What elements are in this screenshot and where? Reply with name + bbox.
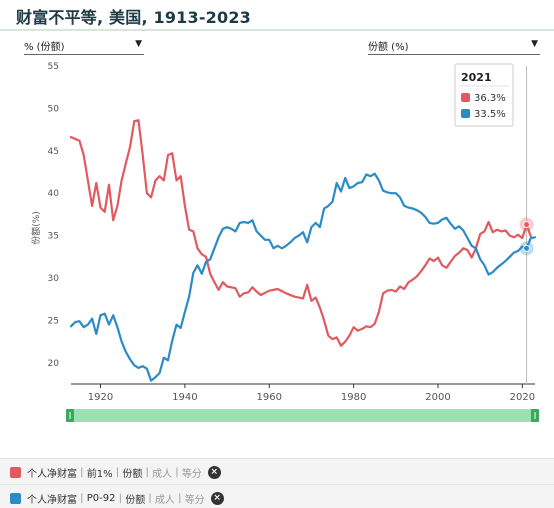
legend-divider [0,458,554,459]
hover-point-0 [523,221,531,229]
legend-part: 等分 [181,468,202,480]
time-range-slider[interactable] [66,409,539,422]
series-line-1 [69,172,537,382]
dropdown-arrow-icon: ▼ [135,39,142,49]
legend-part: 份额 [125,494,146,506]
x-tick-label: 1920 [88,392,113,403]
close-icon[interactable]: × [207,465,221,479]
hover-point-1 [523,244,531,252]
legend-part: 前1% [86,468,113,480]
legend-part: 成人 [152,468,173,480]
x-tick-label: 2000 [425,392,450,403]
close-icon[interactable]: × [210,491,224,505]
y-tick-label: 45 [48,147,59,157]
tooltip-swatch-top1 [461,93,470,102]
title-divider [0,29,554,31]
line-chart: 20 25 30 35 40 45 50 55 1920 1940 1960 1980 2000 202… [30,62,539,422]
series-line-0 [69,119,532,347]
x-axis: 1920 1940 1960 1980 2000 2020 [71,383,535,403]
legend-panel [0,458,554,508]
legend-item-bottom[interactable]: 个人净财富 | P0-92 | 份额 | 成人 | 等分 × [10,490,224,506]
indicator-selector-value: 份额 (%) [368,42,409,53]
hover-markers [519,217,534,256]
range-track[interactable] [69,409,537,422]
legend-part: P0-92 [86,492,116,504]
chart-title: 财富不平等, 美国, 1913-2023 [16,8,252,27]
y-tick-label: 50 [48,104,60,114]
tooltip-swatch-bottom [461,109,470,118]
x-tick-label: 1980 [341,392,366,403]
tooltip-year: 2021 [461,71,492,84]
tooltip-value-bottom: 33.5% [474,109,506,120]
y-tick-label: 55 [48,62,59,72]
tooltip: 2021 36.3% 33.5% [454,63,514,127]
y-tick-label: 40 [48,189,60,199]
dropdown-arrow-icon: ▼ [531,39,538,49]
y-tick-label: 20 [48,359,60,369]
indicator-selector[interactable]: 份额 (%) ▼ [368,38,540,55]
legend-part: 成人 [154,494,175,506]
y-tick-label: 25 [48,316,59,326]
x-tick-label: 1960 [257,392,282,403]
y-tick-label: 30 [48,274,60,284]
legend-label: 个人净财富 [27,468,77,480]
series-lines [69,119,537,382]
legend-divider [0,484,554,485]
y-tick-label: 35 [48,232,59,242]
legend-part: 等分 [184,494,205,506]
legend-swatch [10,492,21,504]
x-tick-label: 1940 [172,392,197,403]
legend-label: 个人净财富 [27,494,77,506]
x-tick-label: 2020 [510,392,535,403]
y-axis: 20 25 30 35 40 45 50 55 [48,62,60,369]
unit-selector[interactable]: % (份额) ▼ [24,38,144,55]
legend-part: 份额 [122,468,143,480]
legend-swatch [10,466,21,478]
tooltip-value-top1: 36.3% [474,93,506,104]
y-axis-label: 份额(%) [30,211,42,245]
legend-item-top1[interactable]: 个人净财富 | 前1% | 份额 | 成人 | 等分 × [10,464,221,480]
unit-selector-value: % (份额) [24,42,65,53]
